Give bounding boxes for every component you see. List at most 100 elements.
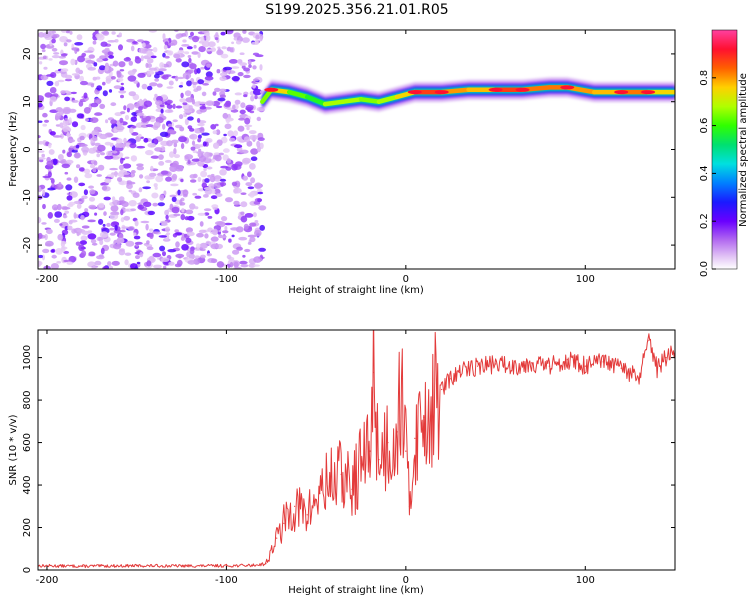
noise-speckle [201, 91, 207, 97]
noise-speckle [118, 61, 126, 68]
noise-speckle [52, 158, 58, 166]
noise-speckle [187, 116, 194, 121]
colorbar-ticks: 0.0 0.2 0.4 0.6 0.8 [699, 70, 716, 277]
noise-speckle [69, 108, 77, 113]
noise-speckle [120, 82, 124, 86]
noise-speckle [68, 201, 76, 206]
noise-speckle [138, 187, 143, 193]
noise-speckle [51, 38, 56, 44]
noise-speckle [220, 31, 226, 36]
noise-speckle [60, 68, 69, 72]
noise-speckle [109, 227, 115, 231]
noise-speckle [38, 260, 43, 266]
noise-speckle [128, 91, 136, 97]
noise-speckle [147, 70, 155, 75]
noise-speckle [108, 55, 114, 59]
noise-speckle [247, 59, 252, 66]
noise-speckle [110, 119, 117, 125]
noise-speckle [116, 237, 121, 245]
noise-speckle [197, 134, 202, 139]
noise-speckle [165, 226, 170, 233]
noise-region [38, 30, 267, 269]
noise-speckle [134, 241, 143, 245]
noise-speckle [42, 248, 50, 254]
noise-speckle [214, 37, 219, 41]
noise-speckle [158, 68, 167, 72]
noise-speckle [73, 176, 79, 183]
noise-speckle [123, 137, 127, 144]
noise-speckle [46, 80, 54, 86]
noise-speckle [139, 98, 143, 106]
noise-speckle [123, 215, 131, 221]
noise-speckle [213, 142, 220, 149]
noise-speckle [223, 66, 233, 71]
noise-speckle [155, 100, 163, 106]
noise-speckle [200, 254, 206, 259]
noise-speckle [198, 46, 206, 53]
noise-speckle [185, 237, 192, 244]
noise-speckle [198, 101, 207, 105]
noise-speckle [158, 235, 167, 238]
noise-speckle [216, 105, 223, 109]
noise-speckle [232, 249, 240, 255]
signal-peak [515, 87, 530, 92]
y-tick-label: 0 [22, 146, 33, 152]
snr-point [252, 564, 254, 566]
noise-speckle [112, 221, 119, 226]
noise-speckle [107, 40, 116, 43]
noise-speckle [182, 189, 189, 196]
noise-speckle [79, 240, 87, 246]
snr-point [372, 371, 375, 374]
noise-speckle [143, 137, 149, 143]
noise-speckle [83, 107, 91, 114]
noise-speckle [58, 181, 62, 188]
noise-speckle [178, 136, 187, 143]
noise-speckle [238, 117, 246, 121]
noise-speckle [158, 161, 165, 166]
noise-speckle [186, 46, 193, 50]
noise-speckle [40, 43, 46, 50]
noise-speckle [231, 75, 240, 82]
noise-speckle [96, 85, 103, 91]
noise-speckle [179, 199, 183, 206]
noise-speckle [192, 150, 198, 154]
signal-peak [560, 85, 575, 90]
noise-speckle [149, 228, 154, 232]
noise-speckle [134, 57, 142, 64]
noise-speckle [202, 83, 210, 86]
noise-speckle [250, 148, 259, 155]
signal-peak [488, 87, 503, 92]
noise-speckle [96, 153, 100, 158]
noise-speckle [51, 30, 56, 34]
noise-speckle [113, 85, 122, 89]
noise-speckle [252, 212, 257, 218]
noise-speckle [203, 168, 207, 171]
noise-speckle [121, 158, 126, 161]
noise-speckle [259, 224, 266, 231]
noise-speckle [132, 41, 138, 44]
noise-speckle [88, 204, 97, 210]
noise-speckle [128, 200, 137, 207]
noise-speckle [229, 261, 234, 268]
x-tick-label: -100 [215, 575, 238, 586]
noise-speckle [212, 130, 218, 135]
noise-speckle [46, 160, 54, 167]
noise-speckle [171, 39, 178, 46]
noise-speckle [258, 247, 266, 252]
noise-speckle [101, 31, 109, 35]
noise-speckle [227, 264, 231, 268]
noise-speckle [187, 55, 192, 58]
noise-speckle [160, 220, 168, 224]
noise-speckle [69, 31, 73, 35]
noise-speckle [42, 189, 46, 197]
noise-speckle [217, 48, 222, 54]
noise-speckle [108, 89, 113, 93]
noise-speckle [61, 241, 67, 245]
noise-speckle [159, 131, 169, 137]
noise-speckle [51, 183, 55, 187]
noise-speckle [75, 67, 81, 74]
x-tick-label: 0 [403, 575, 409, 586]
noise-speckle [201, 132, 210, 136]
spectrogram-background [38, 30, 675, 269]
